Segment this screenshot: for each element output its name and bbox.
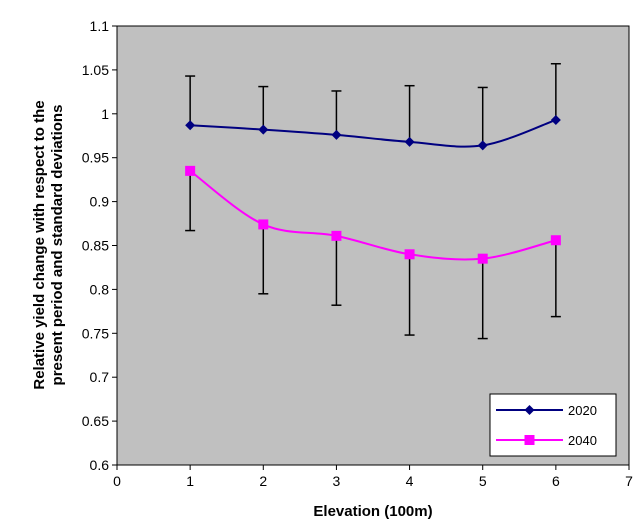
data-point-2040	[404, 249, 415, 260]
data-point-2040	[331, 230, 342, 241]
legend-marker-2020	[524, 405, 535, 415]
x-tick-label: 6	[552, 473, 560, 489]
data-point-2020	[185, 120, 196, 131]
series-layer	[185, 114, 561, 264]
data-point-2020	[331, 129, 342, 140]
data-point-2020	[258, 124, 269, 135]
y-tick-label: 0.9	[90, 194, 110, 210]
x-tick-label: 0	[113, 473, 121, 489]
data-point-2040	[258, 219, 269, 230]
y-axis-title-line-1: Relative yield change with respect to th…	[31, 100, 48, 389]
legend-box	[489, 393, 617, 457]
y-axis-title-line-2: present period and standard deviations	[49, 105, 66, 386]
x-axis-title: Elevation (100m)	[313, 503, 432, 520]
error-bars	[185, 63, 561, 340]
y-tick-label: 1.1	[90, 18, 110, 34]
x-tick-label: 7	[625, 473, 633, 489]
legend-label-2020: 2020	[568, 403, 597, 418]
y-tick-label: 0.95	[82, 150, 109, 166]
x-axis: 0 1 2 3 4 5 6 7	[113, 465, 633, 489]
x-tick-label: 1	[186, 473, 194, 489]
y-tick-label: 0.75	[82, 325, 109, 341]
data-point-2020	[550, 114, 561, 125]
data-point-2020	[404, 136, 415, 147]
data-point-2020	[477, 140, 488, 151]
x-tick-label: 2	[259, 473, 267, 489]
y-tick-label: 1	[101, 106, 109, 122]
series-line-2040	[189, 170, 557, 261]
x-tick-label: 3	[333, 473, 341, 489]
y-axis: 0.6 0.65 0.7 0.75 0.8 0.85 0.9 0.95 1 1.05 1.1	[82, 18, 117, 473]
legend-marker-2040	[524, 435, 535, 445]
series-line-2020	[190, 119, 557, 148]
y-tick-label: 0.8	[90, 281, 110, 297]
y-tick-label: 0.6	[90, 457, 110, 473]
x-tick-label: 4	[406, 473, 414, 489]
y-tick-label: 0.7	[90, 369, 110, 385]
x-tick-label: 5	[479, 473, 487, 489]
legend: 2020 2040	[489, 393, 617, 457]
legend-label-2040: 2040	[568, 433, 597, 448]
data-point-2040	[550, 235, 561, 246]
data-point-2040	[185, 165, 196, 176]
y-tick-label: 0.85	[82, 238, 109, 254]
data-point-2040	[477, 253, 488, 264]
y-tick-label: 0.65	[82, 413, 109, 429]
y-tick-label: 1.05	[82, 62, 109, 78]
